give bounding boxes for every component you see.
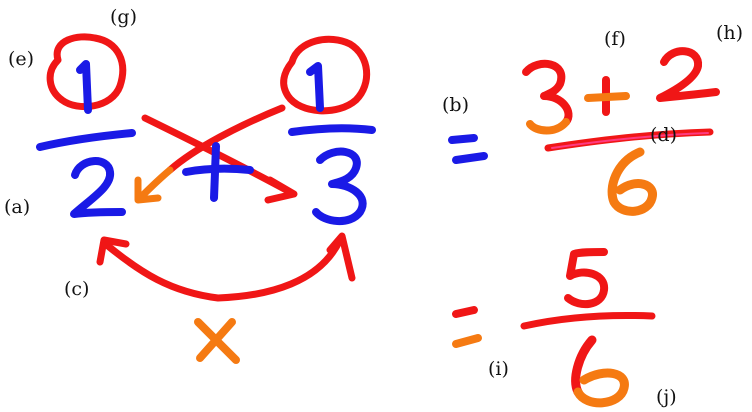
label-g: (g) [110, 6, 137, 28]
left-fraction-bar [40, 133, 132, 147]
plus-sign-horizontal [186, 169, 250, 172]
right-fraction-bar [292, 128, 372, 132]
step2-equals-bottom [456, 338, 478, 344]
step2-numerator-five [568, 252, 604, 304]
label-j: (j) [656, 386, 677, 408]
step1-equals-bottom [456, 156, 484, 160]
label-e: (e) [8, 48, 34, 70]
step1-equals-top [452, 138, 474, 140]
step1-numerator-three [526, 64, 569, 122]
label-c: (c) [64, 278, 89, 300]
label-h: (h) [716, 22, 743, 44]
right-numerator-circle [284, 39, 367, 111]
left-numerator-text: 1 [0, 0, 1, 1]
label-b: (b) [442, 94, 469, 116]
right-numerator-one [310, 66, 320, 108]
cross-arrow-tail-orange [140, 170, 170, 198]
label-f: (f) [604, 28, 626, 50]
step1-numerator-two [660, 51, 716, 98]
label-d: (d) [650, 124, 677, 146]
step1-numerator-three-tail [530, 122, 566, 131]
step1-denominator-six [612, 152, 652, 211]
left-denominator-two [74, 161, 122, 214]
cross-arrow-head-right [268, 180, 294, 200]
label-i: (i) [488, 358, 509, 380]
denominator-arc [108, 240, 340, 298]
step2-equals-top [456, 310, 474, 314]
step1-plus-horizontal [588, 96, 626, 98]
step2-fraction-bar [524, 315, 652, 326]
step2-denominator-six-loop [578, 373, 624, 403]
right-denominator-three [316, 152, 363, 221]
label-a: (a) [4, 196, 30, 218]
